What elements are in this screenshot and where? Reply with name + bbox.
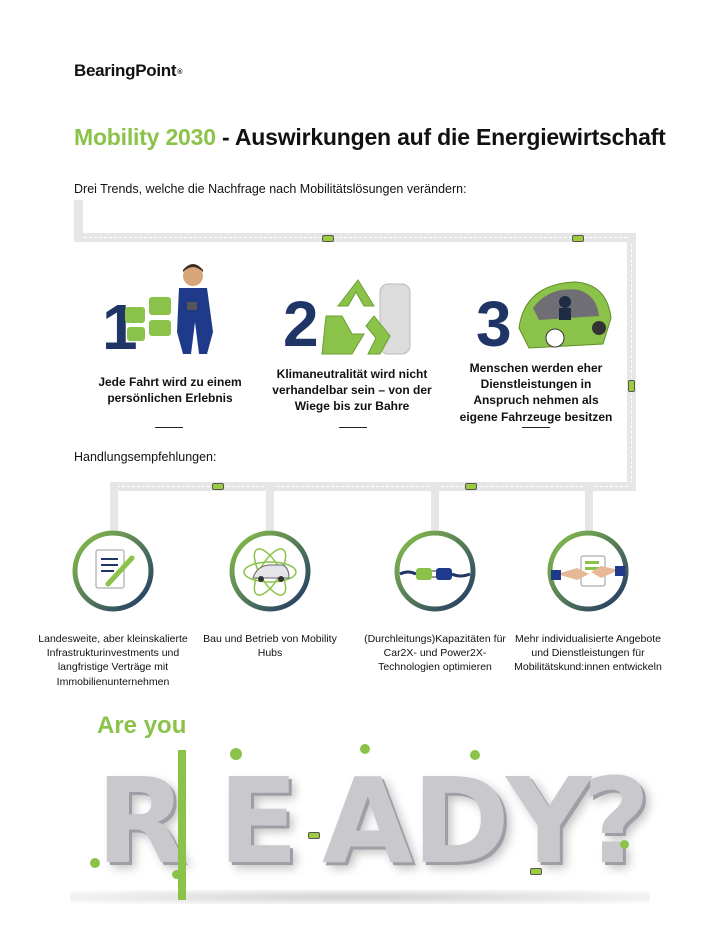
plug-connector-icon [394, 530, 476, 612]
ready-letter-a: A [322, 752, 414, 890]
trend-2-text: Klimaneutralität wird nicht verhandelbar… [272, 367, 432, 414]
trend-2-illustration: 2 [283, 292, 319, 356]
pod-vehicle-icon [518, 281, 612, 349]
road-segment [74, 200, 83, 242]
mobility-hub-car-icon [229, 530, 311, 612]
ready-letter-question: ? [582, 752, 651, 890]
brand-logo: BearingPoint® [74, 61, 182, 81]
recommendation-2-circle [229, 530, 311, 612]
car-icon [308, 832, 320, 839]
ready-letter-e: E [218, 752, 299, 890]
intro-text: Drei Trends, welche die Nachfrage nach M… [74, 182, 467, 196]
ready-letter-d: D [412, 752, 510, 890]
recommendation-2-text: Bau und Betrieb von Mobility Hubs [203, 633, 337, 660]
ready-illustration: R E A D Y ? [60, 740, 660, 910]
green-rail [178, 750, 186, 900]
tree-icon [172, 870, 181, 879]
road-segment [431, 482, 439, 530]
trend-1-text: Jede Fahrt wird zu einem persönlichen Er… [98, 375, 242, 406]
trend-3-text: Menschen werden eher Dienstleistungen in… [459, 361, 613, 424]
divider [522, 427, 550, 428]
car-icon [530, 868, 542, 875]
road-segment [266, 482, 274, 530]
road-marking [84, 237, 632, 238]
car-icon [212, 483, 224, 490]
recommendation-4-text: Mehr individualisierte Angebote und Dien… [514, 633, 662, 674]
brand-registered-mark: ® [177, 69, 183, 76]
title-rest: Auswirkungen auf die Energiewirtschaft [234, 124, 666, 150]
tree-icon [470, 750, 480, 760]
road-marking [112, 486, 628, 487]
recommendation-1-text: Landesweite, aber kleinskalierte Infrast… [38, 633, 188, 688]
ground-shadow [70, 890, 650, 904]
title-separator: - [215, 124, 235, 150]
recommendation-3-text: (Durchleitungs)Kapazitäten für Car2X- un… [364, 633, 506, 674]
ready-letter-r: R [96, 752, 187, 890]
divider [339, 427, 367, 428]
title-highlight: Mobility 2030 [74, 124, 216, 150]
tree-icon [90, 858, 100, 868]
road-segment [110, 482, 118, 534]
recommendation-3-circle [394, 530, 476, 612]
divider [155, 427, 183, 428]
tree-icon [620, 840, 629, 849]
car-icon [322, 235, 334, 242]
car-icon [572, 235, 584, 242]
brand-name: BearingPoint [74, 61, 177, 80]
tree-icon [230, 748, 242, 760]
recommendation-1-circle [72, 530, 154, 612]
recommendation-4-circle [547, 530, 629, 612]
recycling-icon [321, 279, 411, 355]
road-segment [585, 482, 593, 534]
trend-3-illustration: 3 [476, 292, 512, 356]
document-pencil-icon [72, 530, 154, 612]
tree-icon [360, 744, 370, 754]
car-icon [628, 380, 635, 392]
car-icon [465, 483, 477, 490]
road-marking [631, 244, 632, 484]
recommendations-heading: Handlungsempfehlungen: [74, 450, 217, 464]
person-chat-icon [125, 264, 213, 354]
page-title: Mobility 2030 - Auswirkungen auf die Ene… [74, 124, 666, 151]
are-you-heading: Are you [97, 712, 187, 739]
handshake-document-icon [547, 530, 629, 612]
trend-number: 3 [476, 288, 512, 360]
ready-letter-y: Y [506, 752, 592, 890]
trend-number: 2 [283, 288, 319, 360]
